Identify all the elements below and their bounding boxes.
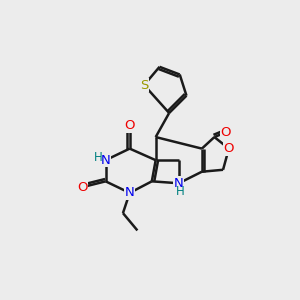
Text: N: N <box>174 177 184 190</box>
Text: S: S <box>140 79 148 92</box>
Text: H: H <box>176 185 185 198</box>
Text: O: O <box>124 119 135 132</box>
Text: H: H <box>94 151 102 164</box>
Text: N: N <box>125 186 135 200</box>
Text: O: O <box>224 142 234 155</box>
Text: N: N <box>101 154 110 167</box>
Text: O: O <box>77 181 88 194</box>
Text: O: O <box>221 126 231 139</box>
